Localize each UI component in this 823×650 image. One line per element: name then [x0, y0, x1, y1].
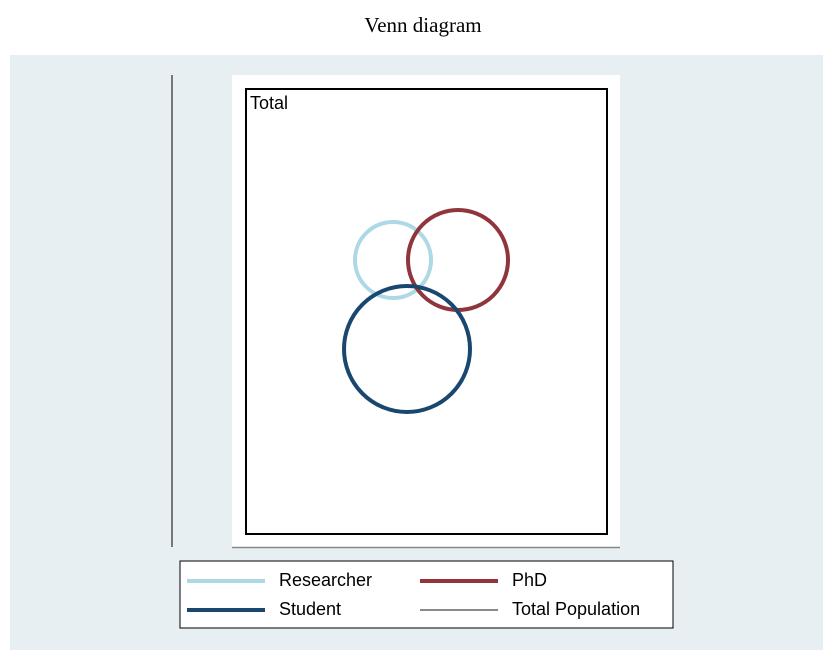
circles: [342, 208, 510, 414]
title: Venn diagram: [364, 13, 481, 37]
legend-label: Researcher: [279, 570, 372, 590]
total-box: [245, 88, 608, 535]
legend-box: [179, 560, 674, 629]
plot-region: [232, 75, 620, 547]
set-circle: [342, 284, 472, 414]
legend-label: Total Population: [512, 599, 640, 619]
legend: Researcher PhD Student Total Population: [187, 570, 640, 619]
legend-label: PhD: [512, 570, 547, 590]
total-label: Total: [250, 93, 288, 113]
legend-label: Student: [279, 599, 341, 619]
set-circle: [353, 220, 433, 300]
